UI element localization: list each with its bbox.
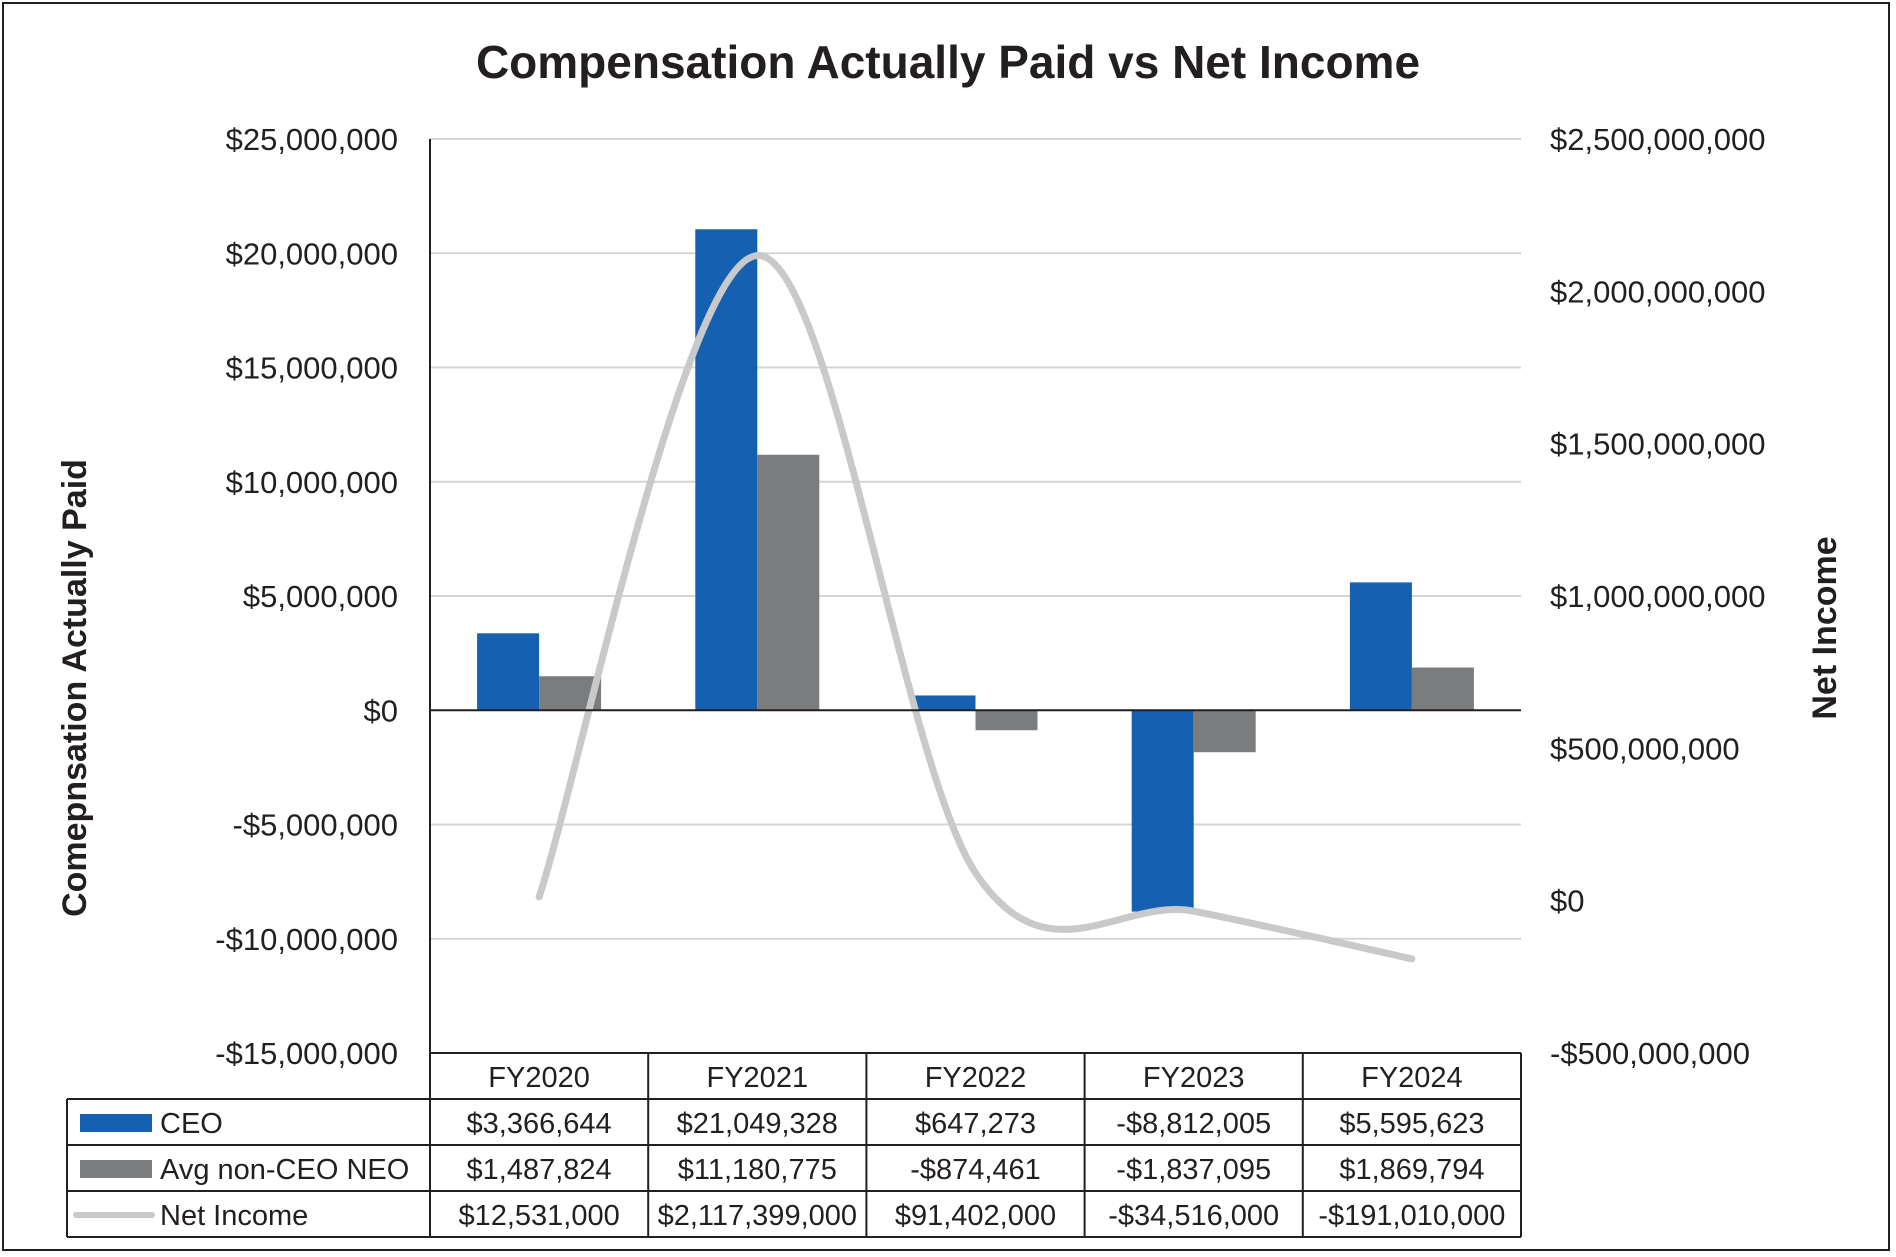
y2-tick-label: $1,000,000,000 bbox=[1550, 579, 1766, 614]
gridlines bbox=[430, 138, 1521, 940]
table-cell: -$191,010,000 bbox=[1318, 1200, 1505, 1232]
ceo-bar bbox=[477, 633, 540, 711]
neo-bar bbox=[1411, 667, 1474, 711]
legend-label: Avg non-CEO NEO bbox=[160, 1154, 409, 1186]
y2-tick-label: $2,500,000,000 bbox=[1550, 122, 1766, 157]
y2-tick-label: $2,000,000,000 bbox=[1550, 274, 1766, 309]
table-cell: $5,595,623 bbox=[1339, 1108, 1484, 1140]
table-cell: -$1,837,095 bbox=[1116, 1154, 1271, 1186]
table-header-cell: FY2023 bbox=[1143, 1062, 1245, 1094]
legend-label: CEO bbox=[160, 1108, 223, 1140]
table-cell: $3,366,644 bbox=[467, 1108, 612, 1140]
ceo-bar bbox=[1349, 582, 1412, 711]
table-header-cell: FY2021 bbox=[707, 1062, 809, 1094]
y2-tick-label: -$500,000,000 bbox=[1550, 1036, 1750, 1071]
table-cell: $2,117,399,000 bbox=[658, 1200, 857, 1232]
y-tick-label: $15,000,000 bbox=[226, 351, 398, 386]
y2-axis-label: Net Income bbox=[1806, 536, 1844, 719]
table-cell: $21,049,328 bbox=[677, 1108, 838, 1140]
legend-swatch bbox=[80, 1114, 152, 1132]
ceo-bar bbox=[913, 695, 976, 711]
table-cell: $12,531,000 bbox=[458, 1200, 619, 1232]
y-tick-label: $10,000,000 bbox=[226, 465, 398, 500]
ceo-bar bbox=[1131, 710, 1194, 912]
neo-bar bbox=[757, 454, 820, 711]
table-cell: $91,402,000 bbox=[895, 1200, 1056, 1232]
net-income-line bbox=[535, 252, 1416, 963]
y2-tick-label: $500,000,000 bbox=[1550, 731, 1740, 766]
ceo-bar bbox=[695, 229, 758, 711]
y-tick-label: $20,000,000 bbox=[226, 236, 398, 271]
y2-tick-label: $1,500,000,000 bbox=[1550, 427, 1766, 462]
table-header-cell: FY2022 bbox=[925, 1062, 1027, 1094]
net-income-path bbox=[535, 252, 1416, 963]
y-tick-label: -$10,000,000 bbox=[215, 922, 398, 957]
legend-label: Net Income bbox=[160, 1200, 308, 1232]
table-cell: $647,273 bbox=[915, 1108, 1036, 1140]
table-header-cell: FY2024 bbox=[1361, 1062, 1463, 1094]
table-cell: $1,869,794 bbox=[1339, 1154, 1484, 1186]
tick-labels: $25,000,000 $20,000,000 $15,000,000 $10,000… bbox=[215, 122, 1765, 1071]
neo-bar bbox=[1193, 710, 1256, 753]
table-cell: -$34,516,000 bbox=[1108, 1200, 1279, 1232]
chart-title: Compensation Actually Paid vs Net Income bbox=[476, 36, 1420, 88]
table-header-cell: FY2020 bbox=[488, 1062, 590, 1094]
data-table: FY2020 FY2021 FY2022 FY2023 FY2024 CEO $3,366,… bbox=[66, 1052, 1522, 1238]
y2-tick-label: $0 bbox=[1550, 884, 1584, 919]
y-tick-label: -$5,000,000 bbox=[233, 808, 398, 843]
y-tick-label: $0 bbox=[364, 693, 398, 728]
y-tick-label: $5,000,000 bbox=[243, 579, 398, 614]
table-cell: $11,180,775 bbox=[678, 1154, 837, 1186]
legend-swatch bbox=[80, 1160, 152, 1178]
y-tick-label: $25,000,000 bbox=[226, 122, 398, 157]
table-cell: $1,487,824 bbox=[467, 1154, 612, 1186]
axes bbox=[429, 139, 1521, 1053]
neo-bar bbox=[975, 710, 1038, 731]
y-tick-label: -$15,000,000 bbox=[215, 1036, 398, 1071]
bars bbox=[477, 229, 1474, 912]
table-cell: -$8,812,005 bbox=[1116, 1108, 1271, 1140]
y-axis-label: Comepnsation Actually Paid bbox=[56, 459, 94, 917]
table-cell: -$874,461 bbox=[910, 1154, 1041, 1186]
